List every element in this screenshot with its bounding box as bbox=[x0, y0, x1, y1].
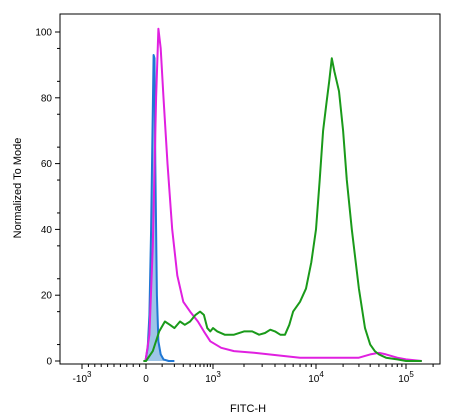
y-axis: 0 20 40 60 80 100 bbox=[35, 28, 60, 368]
series-layer bbox=[143, 27, 422, 362]
plot-frame bbox=[59, 13, 441, 365]
x-tick-label: -103 bbox=[73, 370, 92, 385]
x-axis: -103 0 103 104 105 bbox=[73, 364, 434, 385]
y-tick-label: 20 bbox=[41, 291, 53, 302]
y-tick-label: 0 bbox=[46, 357, 52, 368]
y-axis-title: Normalized To Mode bbox=[12, 138, 24, 239]
x-tick-label: 104 bbox=[308, 370, 324, 385]
x-tick-label: 103 bbox=[205, 370, 221, 385]
series-2-line bbox=[143, 27, 422, 362]
x-tick-label: 105 bbox=[398, 370, 414, 385]
y-tick-label: 80 bbox=[41, 93, 53, 104]
x-tick-label: 0 bbox=[143, 374, 149, 385]
y-tick-label: 40 bbox=[41, 225, 53, 236]
series-3-line bbox=[143, 57, 422, 362]
x-axis-title: FITC-H bbox=[230, 403, 266, 415]
y-tick-label: 100 bbox=[35, 28, 52, 39]
y-tick-label: 60 bbox=[41, 159, 53, 170]
